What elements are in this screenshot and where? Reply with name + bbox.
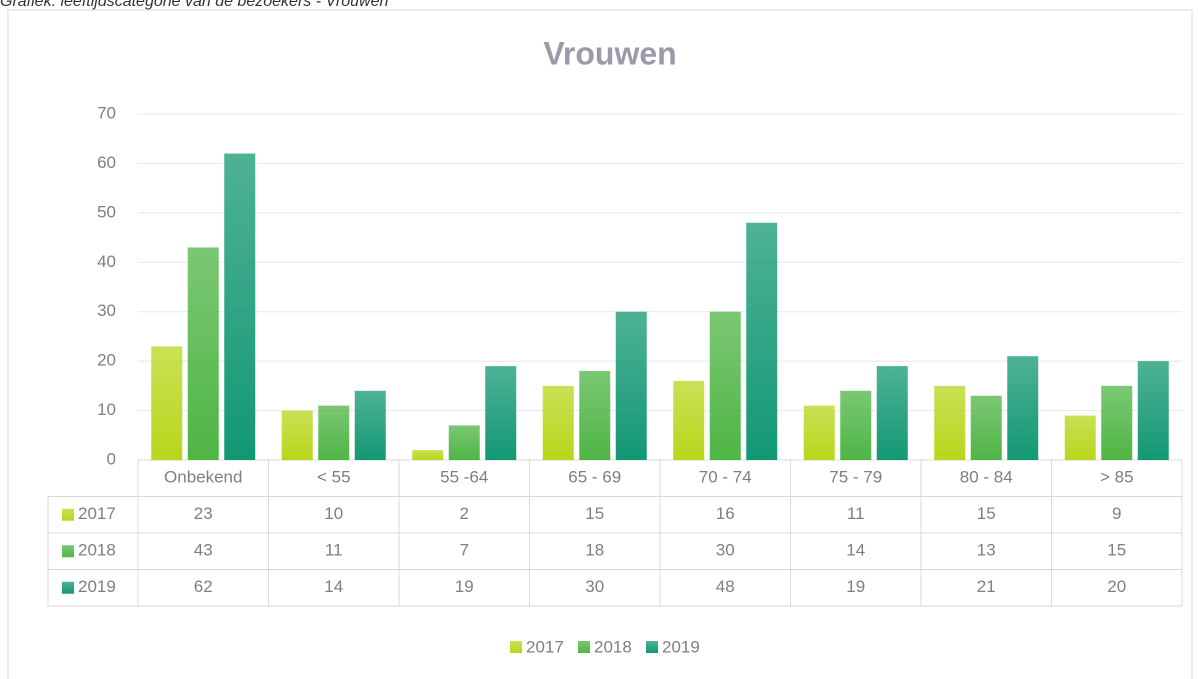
table-cell: 15 xyxy=(1107,541,1126,560)
table-cell: 21 xyxy=(977,577,996,596)
table-cell: 14 xyxy=(846,541,865,560)
legend-key xyxy=(646,641,658,653)
table-cell: 19 xyxy=(455,577,474,596)
table-cell: 62 xyxy=(194,577,213,596)
bar xyxy=(318,405,350,460)
bar xyxy=(354,390,386,460)
bar xyxy=(412,450,444,460)
table-cell: 9 xyxy=(1112,504,1121,523)
legend-key xyxy=(578,641,590,653)
bar xyxy=(803,405,835,460)
bar xyxy=(876,366,908,460)
bar xyxy=(746,222,778,460)
legend-key xyxy=(510,641,522,653)
bar xyxy=(615,311,647,460)
y-tick-label: 30 xyxy=(97,301,116,320)
bar xyxy=(1101,385,1133,460)
table-cell: 30 xyxy=(716,541,735,560)
bar xyxy=(579,371,611,460)
table-cell: 11 xyxy=(847,504,865,523)
bar xyxy=(934,385,966,460)
table-legend-key xyxy=(62,545,74,558)
bar xyxy=(1007,356,1039,460)
bar xyxy=(1064,415,1096,460)
bar xyxy=(709,311,741,460)
table-legend-key xyxy=(62,508,74,521)
y-tick-label: 50 xyxy=(97,202,116,221)
bar xyxy=(448,425,480,460)
table-legend-key xyxy=(62,581,74,594)
y-tick-label: 40 xyxy=(97,252,116,271)
table-cell: 7 xyxy=(460,541,469,560)
x-tick-label: 55 -64 xyxy=(440,468,488,487)
y-tick-label: 70 xyxy=(97,103,116,122)
table-cell: 11 xyxy=(325,541,343,560)
table-cell: 48 xyxy=(716,577,735,596)
y-tick-label: 0 xyxy=(107,449,116,468)
bar xyxy=(151,346,183,460)
y-tick-label: 20 xyxy=(97,351,116,370)
x-tick-label: 65 - 69 xyxy=(568,468,621,487)
bar xyxy=(224,153,256,461)
x-tick-label: Onbekend xyxy=(164,468,242,487)
bar xyxy=(187,247,219,460)
legend-label: 2019 xyxy=(662,637,700,656)
y-tick-label: 60 xyxy=(97,153,116,172)
table-cell: 23 xyxy=(194,504,213,523)
table-cell: 13 xyxy=(977,541,996,560)
bar xyxy=(840,390,872,460)
bar xyxy=(281,410,313,460)
bar xyxy=(485,366,517,460)
x-tick-label: 80 - 84 xyxy=(960,468,1013,487)
table-cell: 2 xyxy=(460,504,469,523)
bar xyxy=(673,380,705,460)
table-cell: 30 xyxy=(585,577,604,596)
table-cell: 10 xyxy=(324,504,343,523)
table-row-label: 2017 xyxy=(78,504,116,523)
x-tick-label: > 85 xyxy=(1100,468,1134,487)
bar xyxy=(1137,361,1169,460)
legend-label: 2017 xyxy=(526,637,564,656)
table-cell: 19 xyxy=(846,577,865,596)
chart-title: Vrouwen xyxy=(543,35,676,71)
table-row-label: 2018 xyxy=(78,541,116,560)
x-tick-label: < 55 xyxy=(317,468,351,487)
x-tick-label: 70 - 74 xyxy=(699,468,752,487)
x-tick-label: 75 - 79 xyxy=(829,468,882,487)
table-cell: 15 xyxy=(977,504,996,523)
bar xyxy=(970,395,1002,460)
table-cell: 43 xyxy=(194,541,213,560)
bar xyxy=(542,385,574,460)
legend-label: 2018 xyxy=(594,637,632,656)
table-row-label: 2019 xyxy=(78,577,116,596)
table-cell: 20 xyxy=(1107,577,1126,596)
y-tick-label: 10 xyxy=(97,400,116,419)
table-cell: 15 xyxy=(585,504,604,523)
table-cell: 14 xyxy=(324,577,343,596)
caption: Grafiek: leeftijdscategorie van de bezoe… xyxy=(0,0,388,10)
table-cell: 16 xyxy=(716,504,735,523)
table-cell: 18 xyxy=(585,541,604,560)
